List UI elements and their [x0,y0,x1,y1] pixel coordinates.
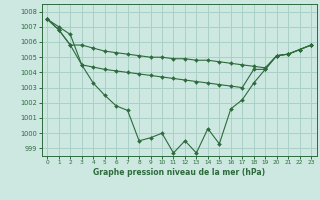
X-axis label: Graphe pression niveau de la mer (hPa): Graphe pression niveau de la mer (hPa) [93,168,265,177]
